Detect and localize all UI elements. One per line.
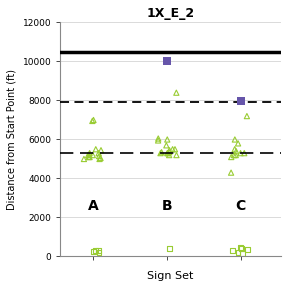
Point xyxy=(166,151,170,156)
Point xyxy=(98,156,103,160)
Point xyxy=(229,155,234,159)
Point xyxy=(97,154,101,158)
Point xyxy=(170,147,175,151)
Point xyxy=(87,155,92,159)
Point xyxy=(245,247,250,252)
Point xyxy=(159,150,164,154)
Point xyxy=(91,118,96,122)
Point xyxy=(232,153,236,157)
X-axis label: Sign Set: Sign Set xyxy=(147,271,194,281)
Point xyxy=(236,141,240,146)
Point xyxy=(158,151,163,156)
Point xyxy=(234,153,238,157)
Point xyxy=(164,143,169,148)
Title: 1X_E_2: 1X_E_2 xyxy=(147,7,195,20)
Point xyxy=(239,246,244,251)
Point xyxy=(167,148,172,153)
Point xyxy=(245,114,249,118)
Point xyxy=(236,250,240,255)
Point xyxy=(174,153,179,157)
Point xyxy=(91,249,96,254)
Point xyxy=(97,250,101,255)
Point xyxy=(232,147,237,151)
Point xyxy=(97,157,102,161)
Point xyxy=(90,119,95,123)
Point xyxy=(173,147,177,151)
Point xyxy=(156,136,161,141)
Point xyxy=(96,248,101,253)
Point xyxy=(167,153,171,157)
Point xyxy=(165,137,170,142)
Point xyxy=(86,155,91,159)
Point xyxy=(93,248,98,253)
Point xyxy=(99,148,103,153)
Point xyxy=(165,59,169,64)
Point xyxy=(90,153,95,157)
Point xyxy=(232,137,237,142)
Point xyxy=(94,147,98,151)
Point xyxy=(229,170,233,175)
Point xyxy=(238,99,243,104)
Point xyxy=(230,248,235,253)
Point xyxy=(156,138,160,143)
Point xyxy=(240,251,245,256)
Point xyxy=(168,246,172,251)
Point xyxy=(86,153,90,157)
Point xyxy=(87,151,92,156)
Point xyxy=(234,149,238,154)
Point xyxy=(174,90,179,95)
Y-axis label: Distance from Start Point (ft): Distance from Start Point (ft) xyxy=(7,69,17,210)
Point xyxy=(165,151,170,156)
Point xyxy=(87,153,92,157)
Point xyxy=(167,150,172,154)
Text: B: B xyxy=(162,199,172,213)
Point xyxy=(96,151,101,156)
Text: A: A xyxy=(88,199,99,213)
Point xyxy=(238,245,243,250)
Point xyxy=(238,151,243,156)
Point xyxy=(82,157,86,161)
Text: C: C xyxy=(236,199,246,213)
Point xyxy=(242,151,247,156)
